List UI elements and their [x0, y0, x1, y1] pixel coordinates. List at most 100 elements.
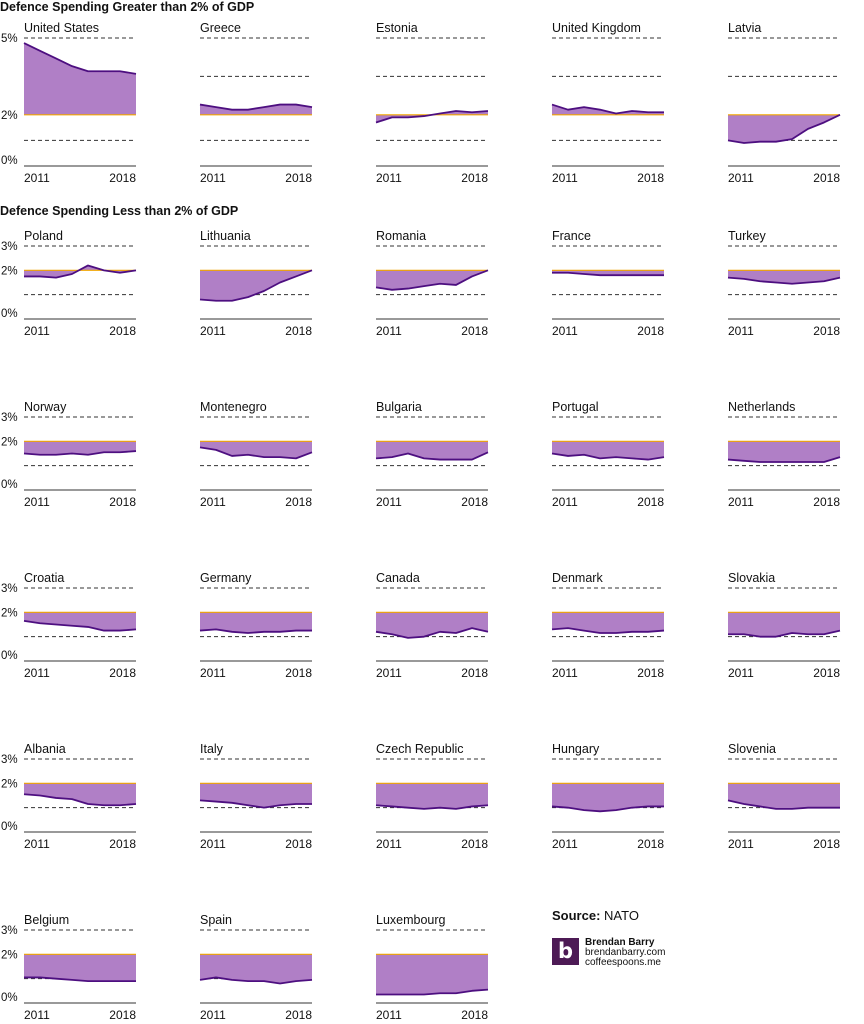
gap-area [376, 110, 488, 123]
country-name: Spain [200, 913, 232, 927]
x-tick-label: 2011 [728, 495, 754, 509]
gap-area [552, 270, 664, 276]
x-tick-label: 2018 [637, 666, 664, 680]
country-name: Belgium [24, 913, 69, 927]
x-tick-label: 2018 [637, 171, 664, 185]
x-tick-label: 2011 [200, 1008, 226, 1022]
x-tick-label: 2011 [552, 495, 578, 509]
x-tick-label: 2018 [109, 666, 136, 680]
country-name: Czech Republic [376, 742, 464, 756]
x-tick-label: 2018 [461, 495, 488, 509]
country-panel: Poland 2011 2018 3% 2% 0% [1, 229, 136, 338]
brand-logo-icon: b [552, 938, 579, 965]
y-tick-label: 0% [1, 479, 18, 491]
y-tick-label: 3% [1, 754, 18, 766]
x-tick-label: 2018 [285, 837, 312, 851]
country-name: Bulgaria [376, 400, 422, 414]
country-panel: Romania 2011 2018 [375, 229, 489, 338]
x-tick-label: 2018 [461, 666, 488, 680]
x-tick-label: 2011 [376, 666, 402, 680]
series-line [199, 269, 313, 302]
series-line [551, 805, 664, 813]
x-tick-label: 2018 [813, 837, 840, 851]
series-line [199, 103, 313, 111]
section-title-less: Defence Spending Less than 2% of GDP [0, 204, 239, 218]
y-tick-label: 0% [1, 992, 18, 1004]
series-line [551, 452, 665, 461]
gap-area [376, 270, 488, 290]
gap-area [728, 612, 840, 637]
country-name: Denmark [552, 571, 603, 585]
section-title-greater: Defence Spending Greater than 2% of GDP [0, 0, 255, 14]
series-line [23, 450, 137, 456]
x-tick-label: 2011 [24, 324, 50, 338]
x-tick-label: 2018 [813, 324, 840, 338]
country-name: Hungary [552, 742, 600, 756]
x-tick-label: 2018 [637, 495, 664, 509]
country-name: United States [24, 21, 99, 35]
country-name: Croatia [24, 571, 64, 585]
gap-area [552, 783, 664, 812]
series-line [23, 619, 137, 632]
country-name: Slovenia [728, 742, 776, 756]
country-panel: Estonia 2011 2018 [375, 21, 489, 185]
x-tick-label: 2011 [200, 837, 226, 851]
x-tick-label: 2018 [109, 1008, 136, 1022]
brand-block: b Brendan Barry brendanbarry.com coffees… [552, 938, 752, 968]
series-line [727, 799, 840, 810]
series-line [24, 976, 136, 982]
country-panel: Greece 2011 2018 [199, 21, 313, 185]
country-name: France [552, 229, 591, 243]
gap-area [552, 612, 664, 634]
gap-area [200, 954, 312, 984]
y-tick-label: 2% [1, 110, 18, 122]
country-panel: Denmark 2011 2018 [551, 571, 665, 680]
x-tick-label: 2018 [285, 1008, 312, 1022]
x-tick-label: 2018 [813, 666, 840, 680]
gap-area [24, 43, 136, 115]
country-panel: Italy 2011 2018 [199, 742, 312, 851]
gap-area [24, 612, 136, 631]
country-name: Lithuania [200, 229, 251, 243]
x-tick-label: 2018 [461, 1008, 488, 1022]
country-panel: United Kingdom 2011 2018 [551, 21, 664, 185]
country-name: Estonia [376, 21, 418, 35]
country-name: Greece [200, 21, 241, 35]
series-line [375, 451, 489, 461]
gap-area [728, 114, 840, 143]
x-tick-label: 2011 [24, 495, 50, 509]
x-tick-label: 2018 [461, 171, 488, 185]
y-tick-label: 2% [1, 778, 18, 790]
x-tick-label: 2011 [24, 1008, 50, 1022]
gap-area [376, 783, 488, 809]
country-panel: Turkey 2011 2018 [727, 229, 841, 338]
x-tick-label: 2011 [728, 837, 754, 851]
y-tick-label: 2% [1, 607, 18, 619]
x-tick-label: 2018 [109, 495, 136, 509]
series-line [551, 627, 665, 634]
y-tick-label: 3% [1, 583, 18, 595]
country-panel: Spain 2011 2018 [199, 913, 312, 1022]
y-tick-label: 0% [1, 308, 18, 320]
x-tick-label: 2018 [813, 171, 840, 185]
x-tick-label: 2011 [376, 837, 402, 851]
series-line [375, 110, 489, 124]
gap-area [728, 783, 840, 809]
country-name: Luxembourg [376, 913, 446, 927]
x-tick-label: 2018 [813, 495, 840, 509]
country-panel: Belgium 2011 2018 3% 2% 0% [1, 913, 136, 1022]
brand-name: Brendan Barry [585, 937, 655, 948]
series-line [199, 446, 313, 460]
country-panel: Czech Republic 2011 2018 [375, 742, 488, 851]
country-panel: Portugal 2011 2018 [551, 400, 665, 509]
country-panel: Germany 2011 2018 [199, 571, 312, 680]
country-panel: Netherlands 2011 2018 [727, 400, 840, 509]
country-name: Turkey [728, 229, 766, 243]
country-panel: Canada 2011 2018 [375, 571, 488, 680]
series-line [23, 793, 137, 807]
series-line [727, 276, 841, 285]
x-tick-label: 2011 [552, 171, 578, 185]
country-name: United Kingdom [552, 21, 641, 35]
x-tick-label: 2011 [376, 324, 402, 338]
